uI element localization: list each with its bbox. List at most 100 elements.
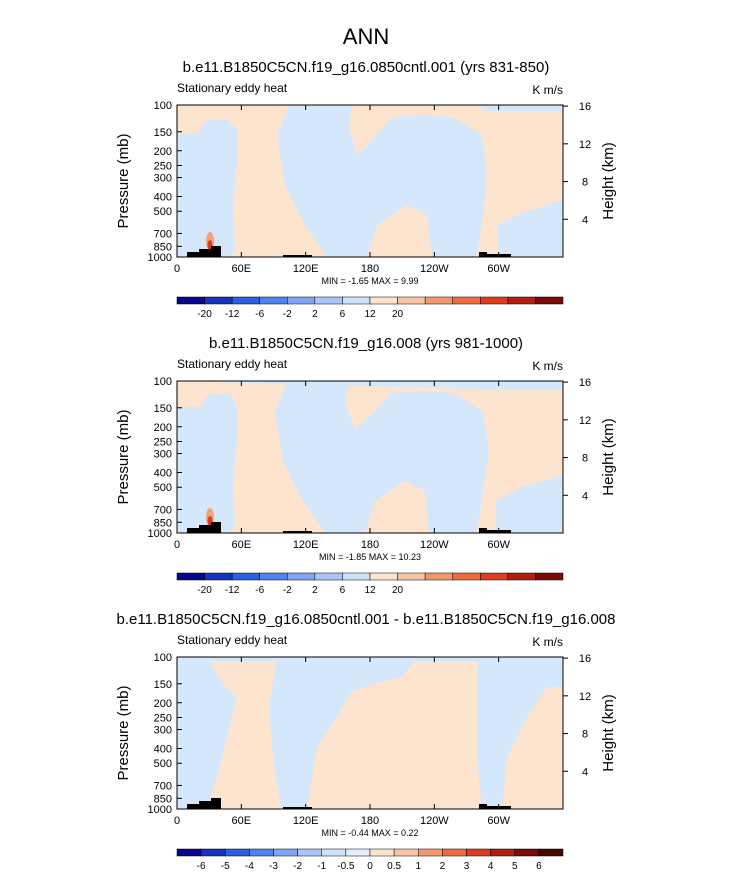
y-tick-label: 850 (154, 241, 172, 253)
negative-region (275, 381, 489, 533)
y-tick-label: 700 (154, 780, 172, 792)
colorbar-label: 2 (312, 585, 318, 596)
colorbar-swatch (200, 848, 226, 857)
colorbar-swatch (507, 572, 536, 581)
min-max-stats: MIN = -1.85 MAX = 10.23 (319, 552, 421, 562)
colorbar-label: 3 (464, 861, 470, 872)
negative-region (277, 105, 487, 257)
y-tick-label: 150 (154, 403, 172, 415)
colorbar-label: 0 (367, 861, 373, 872)
colorbar-label: 12 (364, 585, 376, 596)
colorbar-swatch (452, 296, 481, 305)
colorbar-label: -3 (269, 861, 278, 872)
x-tick-label: 60W (487, 263, 510, 275)
x-tick-label: 180 (361, 815, 379, 827)
colorbar-swatch (225, 848, 250, 857)
x-tick-label: 120W (420, 263, 449, 275)
colorbar-swatch (231, 572, 260, 581)
y-axis-title: Pressure (mb) (115, 133, 132, 228)
colorbar-swatch (424, 296, 453, 305)
colorbar-label: -4 (245, 861, 254, 872)
colorbar: -20 -12 -6 -2 2 6 12 20 (176, 296, 564, 320)
y-tick-label: 200 (154, 146, 172, 158)
right-tick-label: 12 (579, 139, 591, 151)
x-tick-label: 120E (293, 539, 319, 551)
right-tick-label: 8 (582, 177, 588, 189)
colorbar-label: 5 (512, 861, 518, 872)
colorbar-label: 0.5 (387, 861, 401, 872)
topography (187, 246, 221, 257)
colorbar-label: 2 (312, 309, 318, 320)
colorbar-label: -6 (255, 309, 264, 320)
right-tick-label: 8 (582, 729, 588, 741)
colorbar: -6 -5 -4 -3 -2 -1 -0.5 0 0.5 1 2 3 4 5 6 (176, 848, 564, 872)
y-tick-label: 250 (154, 160, 172, 172)
right-tick-label: 16 (579, 101, 591, 113)
colorbar-swatch (397, 572, 426, 581)
colorbar-label: -12 (225, 585, 240, 596)
panel-title: b.e11.B1850C5CN.f19_g16.0850cntl.001 - b… (117, 611, 616, 628)
colorbar-swatch (176, 848, 202, 857)
y-tick-label: 100 (154, 100, 172, 112)
y-tick-label: 400 (154, 468, 172, 480)
colorbar-label: 6 (340, 309, 346, 320)
right-tick-label: 4 (582, 214, 588, 226)
variable-label: Stationary eddy heat (177, 633, 288, 647)
x-tick-label: 60E (232, 539, 252, 551)
colorbar-label: -20 (197, 309, 212, 320)
colorbar-swatch (490, 848, 515, 857)
colorbar-swatch (342, 296, 371, 305)
y-tick-label: 200 (154, 698, 172, 710)
y-tick-label: 700 (154, 504, 172, 516)
y-axis-title: Pressure (mb) (115, 409, 132, 504)
right-axis-title: Height (km) (600, 418, 617, 496)
y-axis-title: Pressure (mb) (115, 685, 132, 780)
right-tick-label: 8 (582, 453, 588, 465)
colorbar-swatch (176, 572, 205, 581)
x-tick-label: 120W (420, 815, 449, 827)
variable-label: Stationary eddy heat (177, 81, 288, 95)
colorbar-swatch (287, 572, 316, 581)
colorbar-swatch (342, 572, 371, 581)
y-tick-label: 250 (154, 712, 172, 724)
colorbar-swatch (369, 848, 395, 857)
panel-title: b.e11.B1850C5CN.f19_g16.008 (yrs 981-100… (209, 335, 523, 352)
contour-field (177, 105, 563, 257)
colorbar-label: -2 (293, 861, 302, 872)
x-tick-label: 180 (361, 263, 379, 275)
colorbar-label: -12 (225, 309, 240, 320)
colorbar-swatch (259, 572, 288, 581)
colorbar-label: -6 (197, 861, 206, 872)
negative-region (495, 475, 563, 533)
colorbar-swatch (418, 848, 443, 857)
y-tick-label: 500 (154, 206, 172, 218)
topography (479, 252, 511, 257)
colorbar-swatch (249, 848, 274, 857)
colorbar-swatch (480, 296, 509, 305)
colorbar-swatch (480, 572, 509, 581)
colorbar-swatch (259, 296, 288, 305)
x-tick-label: 0 (174, 539, 180, 551)
colorbar-swatch (452, 572, 481, 581)
colorbar-label: 6 (340, 585, 346, 596)
colorbar-swatch (287, 296, 316, 305)
variable-label: Stationary eddy heat (177, 357, 288, 371)
negative-region (269, 657, 417, 809)
colorbar-label: -2 (283, 309, 292, 320)
y-tick-label: 100 (154, 652, 172, 664)
y-tick-label: 300 (154, 173, 172, 185)
colorbar-swatch (538, 848, 564, 857)
colorbar-label: 20 (392, 309, 404, 320)
colorbar-label: -20 (197, 585, 212, 596)
units-label: K m/s (532, 359, 563, 373)
colorbar-swatch (514, 848, 540, 857)
panel-3: b.e11.B1850C5CN.f19_g16.0850cntl.001 - b… (115, 611, 617, 872)
colorbar-swatch (176, 296, 205, 305)
negative-region (177, 393, 237, 533)
colorbar-swatch (507, 296, 536, 305)
x-tick-label: 120W (420, 539, 449, 551)
colorbar-label: 1 (415, 861, 421, 872)
x-tick-label: 0 (174, 263, 180, 275)
colorbar-swatch (314, 296, 343, 305)
